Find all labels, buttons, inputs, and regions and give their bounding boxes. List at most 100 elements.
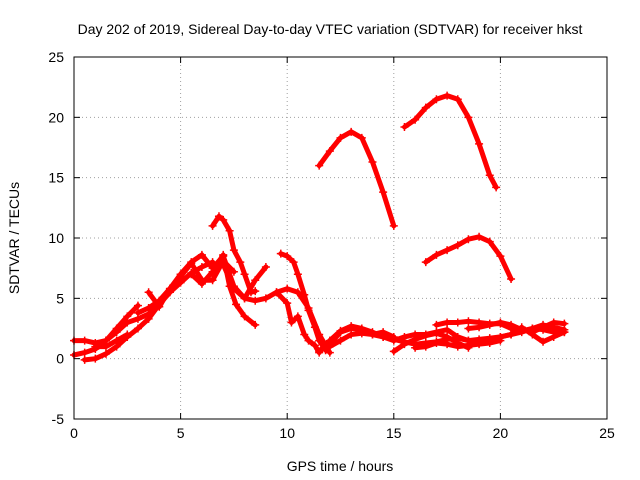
- y-tick-label: 10: [48, 230, 64, 246]
- data-point: [464, 235, 473, 244]
- data-point: [283, 299, 292, 308]
- data-point: [251, 276, 260, 285]
- data-point: [389, 221, 398, 230]
- data-point: [315, 161, 324, 170]
- data-point: [304, 306, 313, 315]
- data-point: [80, 355, 89, 364]
- data-point: [293, 312, 302, 321]
- axis-ticks: 0 5 10 15 20 25 -5 0 5 10 15 20 25: [48, 49, 615, 441]
- data-point: [475, 232, 484, 241]
- data-point: [507, 275, 516, 284]
- series-arc-4: [91, 330, 132, 351]
- series-arc-20: [421, 232, 516, 284]
- data-point: [240, 312, 249, 321]
- data-point: [485, 320, 494, 329]
- data-point: [421, 103, 430, 112]
- data-point: [379, 332, 388, 341]
- y-tick-label: 0: [56, 351, 64, 367]
- data-marks: [70, 91, 569, 364]
- data-point: [251, 296, 260, 305]
- series-trace: [391, 330, 471, 354]
- data-point: [219, 250, 228, 259]
- data-point: [421, 258, 430, 267]
- y-tick-label: 15: [48, 170, 64, 186]
- series-arc-7: [208, 212, 260, 297]
- data-point: [240, 294, 249, 303]
- data-point: [276, 249, 285, 258]
- data-point: [165, 284, 174, 293]
- data-point: [539, 337, 548, 346]
- data-point: [225, 226, 234, 235]
- data-point: [197, 279, 206, 288]
- data-point: [560, 319, 569, 328]
- data-point: [251, 320, 260, 329]
- data-point: [187, 270, 196, 279]
- series-trace: [465, 320, 567, 335]
- data-point: [475, 139, 484, 148]
- data-point: [289, 258, 298, 267]
- data-point: [315, 347, 324, 356]
- data-point: [197, 262, 206, 271]
- data-point: [310, 323, 319, 332]
- data-point: [251, 287, 260, 296]
- data-point: [549, 318, 558, 327]
- data-point: [232, 300, 241, 309]
- data-point: [464, 341, 473, 350]
- data-point: [310, 341, 319, 350]
- data-point: [453, 95, 462, 104]
- data-point: [336, 133, 345, 142]
- data-point: [432, 250, 441, 259]
- x-tick-label: 10: [279, 425, 295, 441]
- data-point: [283, 252, 292, 261]
- data-point: [347, 330, 356, 339]
- data-point: [133, 301, 142, 310]
- data-point: [389, 347, 398, 356]
- series-trace: [92, 332, 130, 350]
- data-point: [91, 342, 100, 351]
- data-point: [261, 262, 270, 271]
- series-arc-15: [411, 336, 505, 352]
- data-point: [347, 322, 356, 331]
- data-point: [219, 260, 228, 269]
- x-tick-label: 20: [493, 425, 509, 441]
- data-point: [91, 354, 100, 363]
- x-tick-label: 5: [177, 425, 185, 441]
- data-point: [101, 349, 110, 358]
- data-point: [421, 331, 430, 340]
- data-point: [453, 241, 462, 250]
- data-point: [101, 342, 110, 351]
- data-point: [492, 183, 501, 192]
- y-tick-label: -5: [52, 411, 65, 427]
- data-point: [464, 113, 473, 122]
- data-point: [176, 270, 185, 279]
- data-point: [144, 314, 153, 323]
- data-point: [155, 296, 164, 305]
- data-point: [325, 342, 334, 351]
- y-tick-label: 25: [48, 49, 64, 65]
- data-point: [443, 246, 452, 255]
- series-arc-19: [400, 91, 501, 192]
- data-point: [549, 332, 558, 341]
- data-point: [357, 329, 366, 338]
- data-point: [246, 288, 255, 297]
- data-point: [411, 335, 420, 344]
- data-point: [197, 250, 206, 259]
- series-arc-17: [464, 318, 569, 337]
- data-point: [400, 122, 409, 131]
- grid: [74, 57, 607, 419]
- data-point: [272, 288, 281, 297]
- y-axis-label: SDTVAR / TECUs: [6, 182, 22, 294]
- data-point: [507, 320, 516, 329]
- data-point: [300, 290, 309, 299]
- data-point: [443, 325, 452, 334]
- data-point: [240, 270, 249, 279]
- data-point: [432, 329, 441, 338]
- chart-title: Day 202 of 2019, Sidereal Day-to-day VTE…: [78, 21, 583, 37]
- data-point: [80, 336, 89, 345]
- data-point: [475, 340, 484, 349]
- data-point: [123, 318, 132, 327]
- series-trace: [402, 93, 499, 190]
- data-point: [411, 343, 420, 352]
- data-point: [357, 133, 366, 142]
